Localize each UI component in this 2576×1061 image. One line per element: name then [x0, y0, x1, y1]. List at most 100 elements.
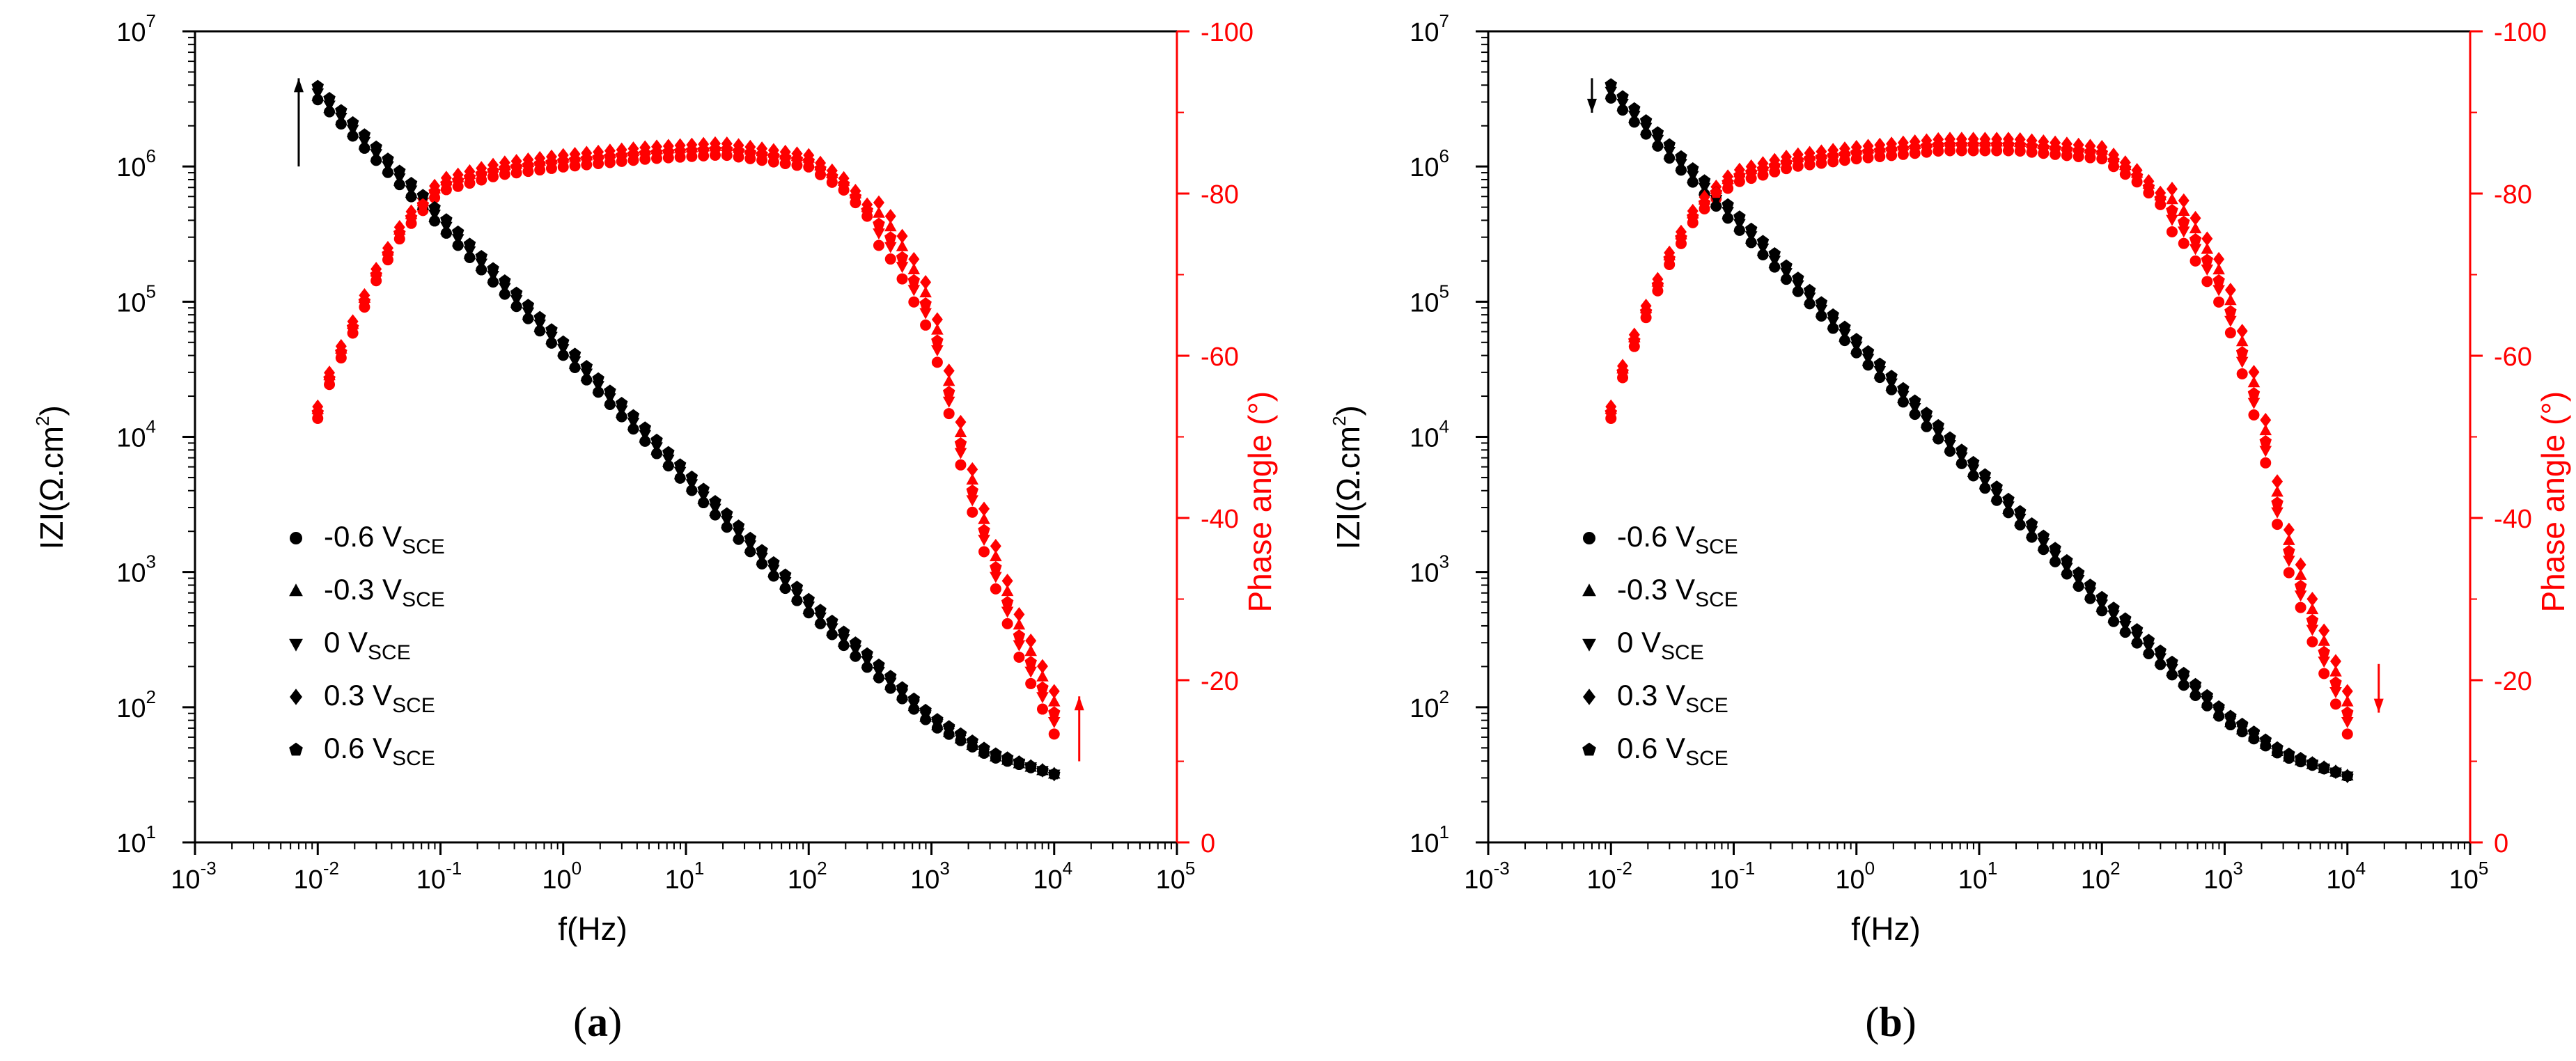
z-point: [2224, 709, 2237, 722]
panel-caption: (b): [1865, 999, 1916, 1045]
phase-point: [627, 148, 640, 160]
phase-point: [931, 334, 944, 347]
z-point: [1628, 102, 1641, 114]
y-right-tick-label: -20: [2494, 667, 2532, 696]
z-point: [662, 446, 675, 458]
phase-point: [2084, 145, 2097, 157]
phase-point: [1710, 186, 1723, 198]
y-right-tick-label: -40: [1201, 505, 1239, 534]
phase-point: [2318, 645, 2330, 658]
y-right-tick-label: -60: [1201, 343, 1239, 372]
phase-point: [1013, 607, 1025, 622]
phase-point: [580, 152, 593, 164]
phase-point: [1744, 166, 1758, 178]
phase-point: [1920, 140, 1933, 152]
phase-point: [1048, 728, 1060, 740]
phase-point: [1663, 252, 1676, 265]
y-left-tick-label: 101: [1410, 822, 1449, 858]
phase-point: [955, 414, 967, 430]
z-point: [2329, 765, 2342, 777]
x-tick-label: 101: [665, 858, 705, 895]
phase-point: [2259, 446, 2272, 457]
z-point: [1780, 259, 1793, 272]
phase-point: [1013, 640, 1026, 652]
phase-point: [2177, 204, 2190, 216]
phase-point: [2271, 496, 2284, 508]
phase-point: [2271, 507, 2284, 519]
x-tick-label: 104: [1033, 858, 1072, 895]
z-point: [2271, 741, 2284, 753]
phase-point: [2201, 242, 2214, 254]
z-point: [2154, 644, 2167, 657]
z-point: [2084, 579, 2097, 590]
phase-point: [2212, 274, 2225, 286]
phase-point: [978, 546, 990, 558]
z-point: [2037, 529, 2050, 542]
phase-point: [1733, 169, 1746, 181]
z-point: [639, 421, 651, 433]
phase-point: [2306, 624, 2319, 636]
phase-point: [405, 211, 418, 223]
legend-marker: [290, 532, 302, 544]
phase-point: [709, 143, 721, 155]
phase-point: [2201, 253, 2214, 266]
phase-point: [2271, 485, 2284, 497]
z-point: [615, 396, 628, 409]
phase-point: [990, 572, 1002, 583]
x-axis-title: f(Hz): [1851, 911, 1921, 947]
phase-point: [779, 151, 792, 164]
z-point: [2002, 492, 2015, 505]
z-trend-arrow: [293, 78, 304, 167]
z-point: [1967, 455, 1980, 468]
phase-point: [2306, 613, 2319, 626]
z-point: [931, 713, 944, 725]
phase-point: [416, 198, 430, 210]
phase-point: [2189, 233, 2202, 245]
z-point: [499, 274, 511, 286]
phase-point: [2272, 474, 2284, 489]
phase-point: [2201, 231, 2213, 246]
legend-marker: [1583, 532, 1595, 544]
z-point: [1768, 246, 1781, 259]
z-point: [709, 495, 721, 507]
z-point: [1048, 767, 1061, 780]
legend-label: -0.3 VSCE: [324, 573, 445, 611]
phase-point: [978, 501, 990, 517]
phase-point: [861, 204, 873, 216]
x-tick-label: 103: [910, 858, 950, 895]
phase-point: [1628, 334, 1641, 346]
phase-point: [2260, 457, 2272, 469]
z-point: [2306, 756, 2319, 769]
phase-point: [966, 495, 979, 507]
legend-marker: [289, 742, 303, 756]
data-series: [1605, 78, 2354, 783]
phase-point: [2235, 335, 2249, 347]
z-point: [1651, 126, 1664, 138]
phase-point: [2049, 142, 2061, 154]
z-point: [2178, 666, 2190, 679]
phase-point: [1036, 659, 1048, 674]
phase-point: [990, 583, 1001, 595]
y-left-tick-label: 102: [116, 686, 156, 723]
z-point: [2119, 612, 2132, 624]
phase-point: [2166, 182, 2178, 196]
z-point: [802, 592, 815, 605]
phase-point: [744, 146, 757, 158]
phase-trend-arrow: [2373, 663, 2384, 713]
phase-point: [1698, 196, 1711, 208]
phase-point: [849, 190, 862, 203]
phase-point: [990, 550, 1002, 562]
phase-point: [1978, 138, 1992, 150]
z-point: [393, 164, 406, 177]
z-point: [323, 92, 336, 104]
z-point: [1001, 751, 1014, 763]
phase-point: [873, 239, 884, 251]
phase-point: [920, 319, 932, 331]
phase-point: [1850, 146, 1863, 159]
z-point: [837, 625, 850, 638]
z-point: [627, 409, 640, 421]
z-point: [2189, 677, 2202, 690]
z-point: [767, 556, 780, 568]
phase-point: [873, 206, 885, 218]
phase-point: [1944, 138, 1956, 150]
